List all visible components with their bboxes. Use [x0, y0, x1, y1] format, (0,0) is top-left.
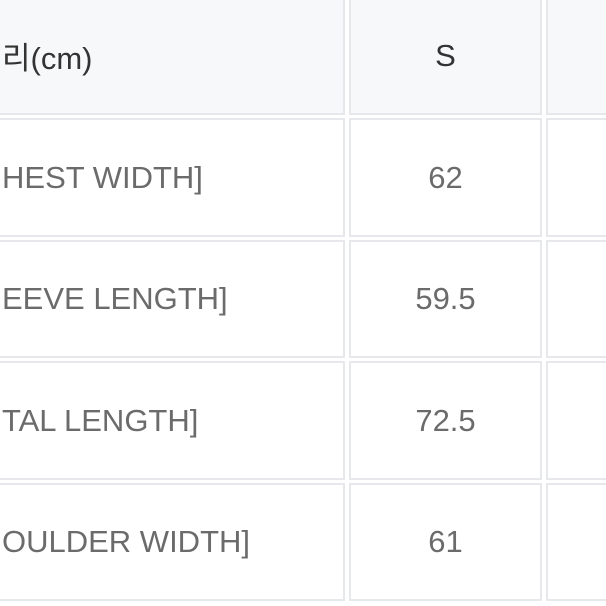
cell-text: 61 — [428, 524, 463, 559]
body-cell: 59.5 — [349, 240, 542, 358]
cell-text: EEVE LENGTH] — [2, 281, 228, 316]
header-cell: S — [349, 0, 542, 115]
cell-text: TAL LENGTH] — [2, 402, 199, 438]
body-cell: 61 — [349, 483, 542, 601]
body-cell — [546, 483, 606, 601]
cell-text: 62 — [428, 159, 463, 195]
body-cell: 62 — [349, 118, 542, 237]
body-cell — [546, 361, 606, 480]
body-cell — [546, 240, 606, 358]
body-cell: HEST WIDTH] — [0, 118, 345, 237]
cell-text: S — [435, 37, 456, 73]
cell-text: 59.5 — [415, 281, 476, 316]
header-cell — [546, 0, 606, 115]
body-cell: OULDER WIDTH] — [0, 483, 345, 601]
body-cell: EEVE LENGTH] — [0, 240, 345, 358]
body-cell: 72.5 — [349, 361, 542, 480]
cell-text: HEST WIDTH] — [2, 159, 203, 195]
body-cell — [546, 118, 606, 237]
cell-text: OULDER WIDTH] — [2, 524, 250, 559]
cell-text: 72.5 — [415, 402, 476, 438]
cell-text: 리(cm) — [2, 41, 93, 76]
header-cell: 리(cm) — [0, 0, 345, 115]
body-cell: TAL LENGTH] — [0, 361, 345, 480]
